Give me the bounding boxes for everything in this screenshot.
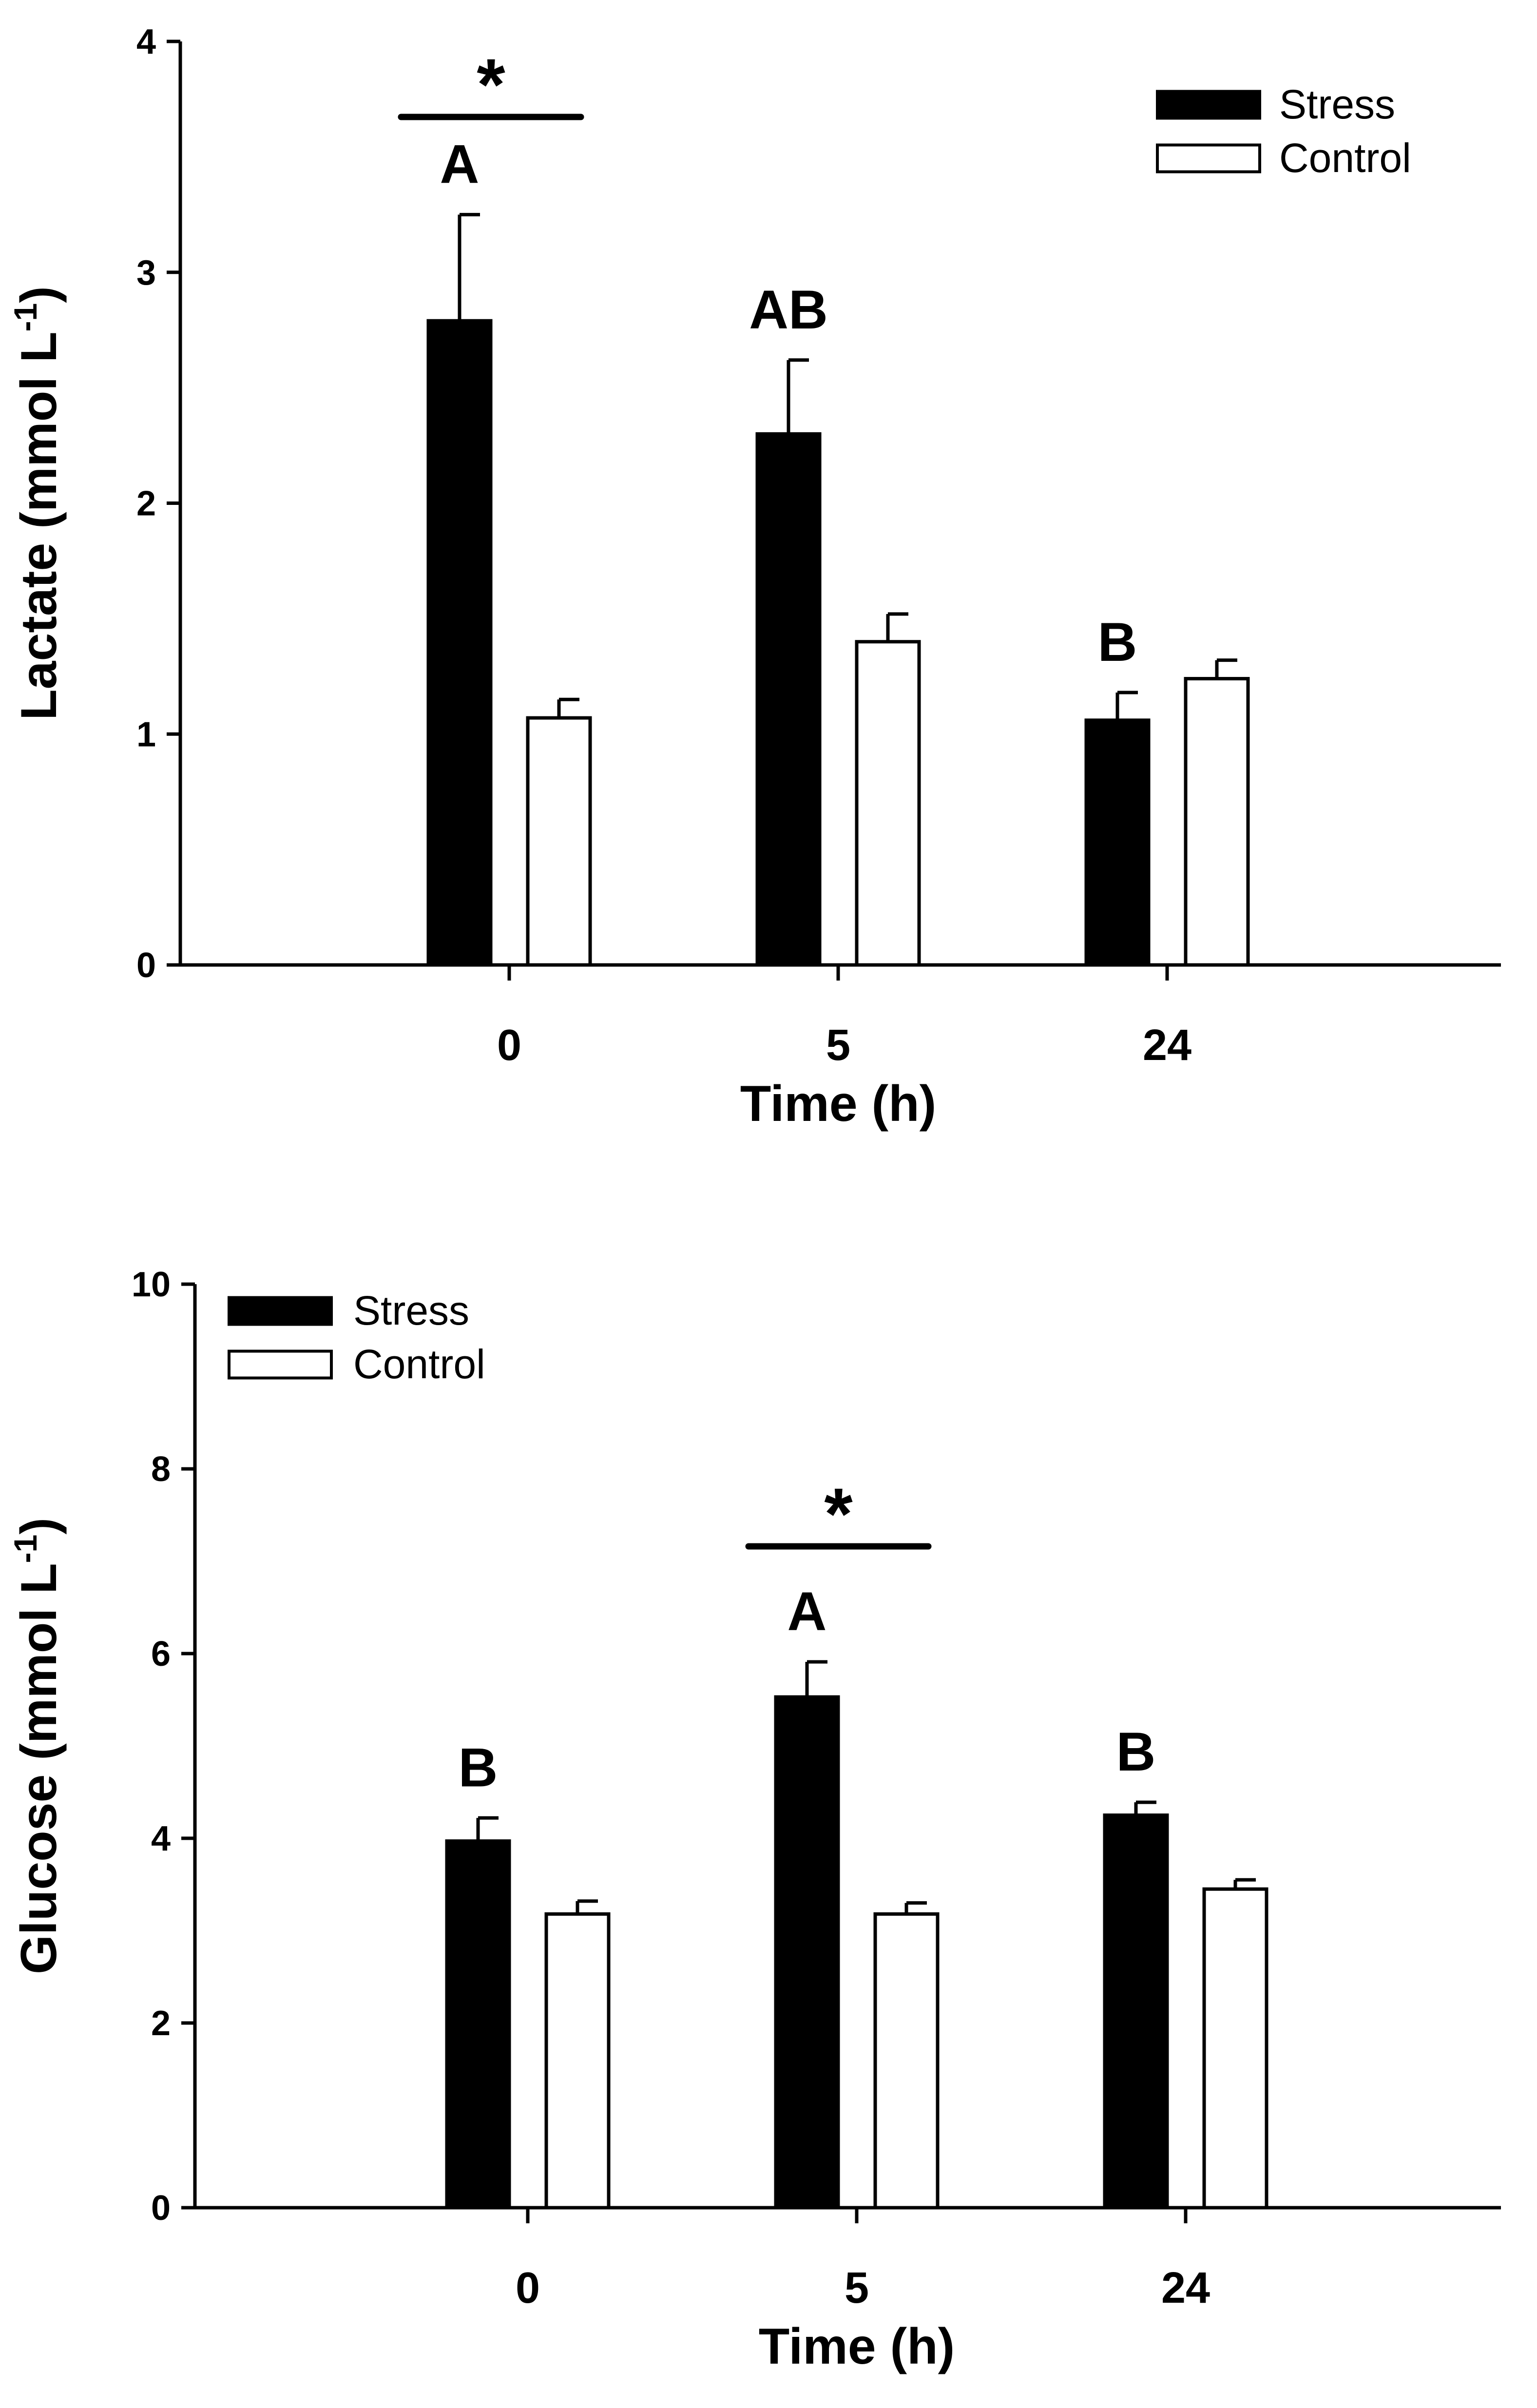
y-tick-label: 2	[136, 484, 156, 523]
bar-control	[1184, 677, 1250, 967]
y-axis-title: Glucose (mmol L-1)	[7, 1518, 67, 1974]
x-tick-label: 24	[1143, 1021, 1191, 1070]
bar-stress	[1084, 718, 1151, 967]
significance-letter: AB	[749, 279, 828, 340]
bar-control	[1202, 1887, 1268, 2210]
legend-label: Control	[353, 1341, 485, 1387]
bar-control	[855, 640, 921, 967]
y-axis-title-superscript: -1	[7, 1535, 43, 1563]
bar-stress	[445, 1839, 511, 2210]
x-tick-label: 24	[1161, 2264, 1210, 2312]
legend-swatch-control	[1156, 143, 1261, 173]
y-tick-label: 8	[151, 1450, 171, 1489]
significance-letter: A	[788, 1581, 827, 1642]
significance-star: *	[824, 1473, 853, 1555]
y-tick-label: 3	[136, 253, 156, 292]
bar-control	[873, 1912, 940, 2210]
y-axis-title: Lactate (mmol L-1)	[7, 286, 67, 720]
x-axis-title: Time (h)	[740, 1076, 937, 1132]
significance-letter: B	[1116, 1721, 1156, 1782]
y-axis-title-end: )	[11, 286, 67, 303]
legend-swatch-control	[228, 1349, 333, 1380]
y-tick-label: 2	[151, 2004, 171, 2043]
x-tick-label: 5	[826, 1021, 850, 1070]
y-tick-label: 1	[136, 715, 156, 754]
bar-stress	[1103, 1813, 1169, 2210]
bar-stress	[755, 432, 822, 967]
x-tick-label: 5	[845, 2264, 869, 2312]
legend-label: Stress	[353, 1288, 469, 1333]
lactate-chart: 0 1 2 3 4 0 5 24 A AB B * Stress Control Time (h) Lacta…	[7, 22, 1501, 1132]
significance-letter: B	[459, 1737, 498, 1798]
y-tick-label: 0	[151, 2189, 171, 2228]
legend-swatch-stress	[228, 1296, 333, 1326]
x-tick-label: 0	[516, 2264, 540, 2312]
bar-control	[544, 1912, 611, 2210]
legend-swatch-stress	[1156, 90, 1261, 120]
y-tick-label: 4	[151, 1819, 171, 1858]
bar-stress	[774, 1695, 840, 2210]
y-tick-label: 0	[136, 946, 156, 985]
legend-label: Stress	[1279, 81, 1395, 127]
y-axis-title-main: Lactate (mmol L	[11, 331, 67, 720]
y-tick-label: 4	[136, 22, 156, 61]
bar-stress	[426, 319, 493, 967]
y-tick-label: 10	[132, 1265, 171, 1304]
y-axis-title-main: Glucose (mmol L	[11, 1563, 67, 1974]
bar-control	[526, 716, 592, 967]
y-tick-label: 6	[151, 1635, 171, 1674]
significance-letter: A	[440, 134, 480, 194]
significance-star: *	[477, 43, 505, 125]
legend-label: Control	[1279, 135, 1411, 181]
x-axis-title: Time (h)	[759, 2318, 955, 2375]
y-axis-title-superscript: -1	[7, 303, 43, 332]
x-tick-label: 0	[497, 1021, 521, 1070]
significance-letter: B	[1098, 612, 1137, 673]
y-axis-title-end: )	[11, 1518, 67, 1535]
